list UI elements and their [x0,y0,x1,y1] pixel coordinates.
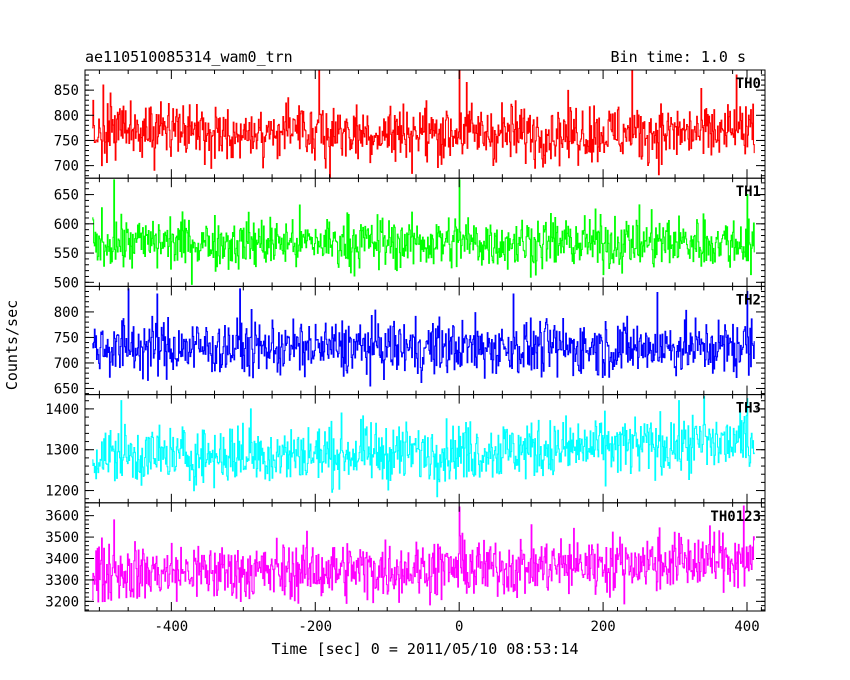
y-tick-label: 750 [54,330,79,346]
x-tick-label: 400 [734,619,759,635]
y-tick-label: 700 [54,356,79,372]
y-tick-label: 3200 [45,594,79,610]
x-tick-label: -200 [298,619,332,635]
y-tick-label: 1400 [45,402,79,418]
panel-th0123: 3200 3300 3400 3500 3600 TH0123 [45,502,766,612]
y-tick-label: 1200 [45,484,79,500]
y-tick-label: 650 [54,188,79,204]
panel-th3: 1200 1300 1400 TH3 [45,394,766,504]
y-tick-label: 700 [54,159,79,175]
panel-label-th2: TH2 [736,292,761,308]
x-axis: -400 -200 0 200 400 [154,619,759,635]
panel-th1: 500 550 600 650 TH1 [54,177,766,291]
series-line-th3 [92,396,755,498]
panel-label-th0: TH0 [736,76,761,92]
x-tick-label: 200 [590,619,615,635]
y-tick-label: 800 [54,305,79,321]
panel-label-th1: TH1 [736,184,761,200]
y-tick-label: 800 [54,108,79,124]
panels-group: 700 750 800 850 TH0 500 550 600 650 TH1 650 700 750 8… [45,69,766,612]
y-tick-label: 550 [54,246,79,262]
series-line-th0 [92,70,755,179]
x-tick-label: -400 [154,619,188,635]
series-line-th1 [92,179,755,285]
bin-time-label: Bin time: 1.0 s [611,48,746,66]
panel-label-th0123: TH0123 [710,509,761,525]
y-tick-label: 500 [54,275,79,291]
y-tick-label: 650 [54,381,79,397]
y-tick-label: 3600 [45,509,79,525]
y-tick-label: 3500 [45,530,79,546]
y-tick-label: 3300 [45,573,79,589]
series-line-th2 [92,288,755,387]
y-axis-label: Counts/sec [3,300,21,390]
y-tick-label: 1300 [45,443,79,459]
x-tick-label: 0 [455,619,463,635]
y-tick-label: 850 [54,83,79,99]
y-tick-label: 3400 [45,552,79,568]
series-line-th0123 [92,505,755,606]
panel-th0: 700 750 800 850 TH0 [54,69,766,179]
y-tick-label: 600 [54,217,79,233]
y-tick-label: 750 [54,133,79,149]
x-axis-label: Time [sec] 0 = 2011/05/10 08:53:14 [271,640,578,658]
panel-th2: 650 700 750 800 TH2 [54,285,766,397]
panel-frame [84,502,766,612]
panel-label-th3: TH3 [736,401,761,417]
chart-title: ae110510085314_wam0_trn [85,48,293,66]
